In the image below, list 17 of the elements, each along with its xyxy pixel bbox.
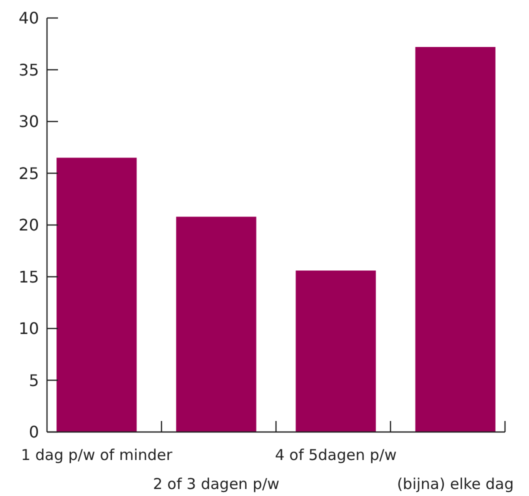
y-tick-label: 20 xyxy=(18,216,39,235)
y-tick-label: 25 xyxy=(18,164,39,183)
y-tick-label: 0 xyxy=(28,422,39,442)
y-tick-label: 35 xyxy=(18,60,39,80)
bar xyxy=(296,270,376,432)
x-tick-label: 4 of 5dagen p/w xyxy=(274,446,397,464)
x-tick-label: (bijna) elke dag xyxy=(396,475,514,493)
x-tick-label: 2 of 3 dagen p/w xyxy=(152,475,280,493)
bar xyxy=(176,216,256,432)
y-tick-label: 10 xyxy=(18,319,39,338)
x-tick-label: 1 dag p/w of minder xyxy=(20,446,174,464)
bar xyxy=(56,158,137,432)
y-tick-label: 5 xyxy=(28,370,39,390)
bar xyxy=(415,46,496,432)
y-tick-label: 15 xyxy=(18,267,39,286)
y-tick-label: 40 xyxy=(18,8,39,28)
y-tick-label: 30 xyxy=(18,112,39,132)
